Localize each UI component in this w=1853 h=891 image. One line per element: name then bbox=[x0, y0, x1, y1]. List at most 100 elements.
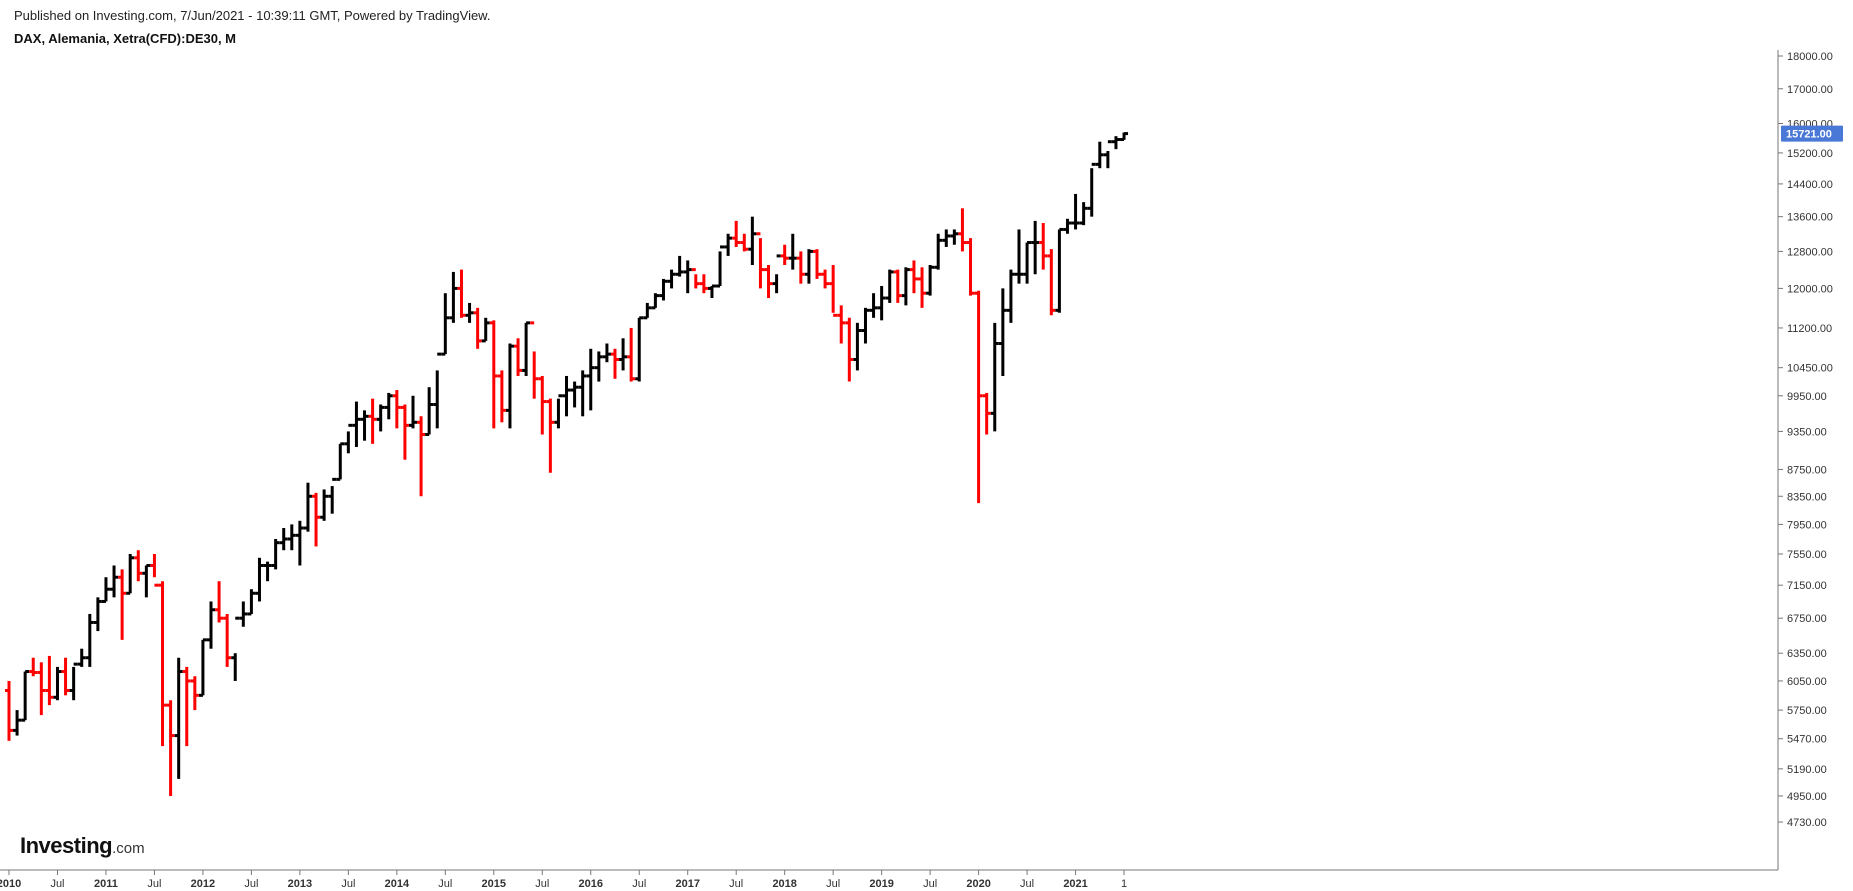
ohlc-bar bbox=[255, 557, 264, 602]
ohlc-bar bbox=[368, 398, 377, 444]
ohlc-bar bbox=[473, 307, 482, 349]
ohlc-bar bbox=[1063, 218, 1072, 234]
ohlc-bar bbox=[457, 269, 466, 318]
ohlc-bar bbox=[465, 302, 474, 323]
time-tick-label: 2018 bbox=[772, 878, 796, 890]
time-tick-label: Jul bbox=[244, 878, 258, 890]
time-tick-label: 2019 bbox=[869, 878, 893, 890]
time-tick-label: Jul bbox=[341, 878, 355, 890]
price-tick-label: 6050.00 bbox=[1787, 676, 1827, 688]
ohlc-bar bbox=[643, 302, 652, 320]
ohlc-bar bbox=[869, 293, 878, 318]
ohlc-bar bbox=[950, 229, 959, 245]
ohlc-bar bbox=[150, 553, 159, 587]
ohlc-bar bbox=[522, 321, 531, 376]
price-tick-label: 17000.00 bbox=[1787, 84, 1833, 96]
ohlc-bar bbox=[101, 577, 110, 603]
ohlc-bar bbox=[263, 561, 272, 582]
ohlc-bar bbox=[1120, 132, 1129, 141]
ohlc-bar bbox=[659, 278, 668, 301]
price-tick-label: 6350.00 bbox=[1787, 648, 1827, 660]
ohlc-bar bbox=[934, 233, 943, 270]
ohlc-bar bbox=[295, 520, 304, 566]
price-tick-label: 4730.00 bbox=[1787, 817, 1827, 829]
ohlc-bar bbox=[441, 293, 450, 356]
ohlc-bar bbox=[61, 657, 70, 696]
price-tick-label: 14400.00 bbox=[1787, 179, 1833, 191]
ohlc-bar bbox=[586, 348, 595, 411]
time-tick-label: 2020 bbox=[966, 878, 990, 890]
price-tick-label: 8750.00 bbox=[1787, 464, 1827, 476]
ohlc-bar bbox=[93, 597, 102, 632]
ohlc-bar bbox=[21, 670, 30, 722]
ohlc-bar bbox=[619, 338, 628, 371]
ohlc-bar bbox=[804, 249, 813, 284]
ohlc-bar bbox=[400, 404, 409, 460]
ohlc-bar bbox=[231, 616, 240, 681]
time-tick-label: Jul bbox=[1020, 878, 1034, 890]
time-tick-label: Jul bbox=[147, 878, 161, 890]
ohlc-bar bbox=[45, 655, 54, 706]
ohlc-bar bbox=[530, 321, 539, 399]
ohlc-bar bbox=[1079, 202, 1088, 226]
ohlc-bar bbox=[845, 317, 854, 382]
ohlc-bar bbox=[885, 269, 894, 303]
time-tick-label: Jul bbox=[632, 878, 646, 890]
published-caption: Published on Investing.com, 7/Jun/2021 -… bbox=[14, 8, 491, 23]
ohlc-bar bbox=[77, 648, 86, 667]
ohlc-bar bbox=[126, 553, 135, 595]
time-tick-label: Jul bbox=[923, 878, 937, 890]
ohlc-bar bbox=[651, 293, 660, 310]
ohlc-bar bbox=[417, 416, 426, 497]
ohlc-bar bbox=[392, 390, 401, 429]
time-tick-label: 2014 bbox=[385, 878, 410, 890]
ohlc-bar bbox=[142, 563, 151, 598]
price-tick-label: 9350.00 bbox=[1787, 426, 1827, 438]
ohlc-bar bbox=[37, 662, 46, 716]
time-axis: 2010 Jul 2011 Jul 2012 Jul 2013 Jul 2014 Jul 2015 J… bbox=[0, 869, 1778, 890]
ohlc-bar bbox=[110, 565, 119, 598]
ohlc-bar bbox=[1111, 136, 1120, 150]
ohlc-bar bbox=[554, 394, 563, 429]
ohlc-bar bbox=[207, 601, 215, 649]
ohlc-bar bbox=[158, 581, 167, 747]
ohlc-bar bbox=[796, 251, 805, 284]
ohlc-bar bbox=[85, 613, 94, 667]
ohlc-bar bbox=[691, 268, 700, 289]
ohlc-bar bbox=[215, 581, 224, 623]
ohlc-bar bbox=[489, 320, 498, 429]
ohlc-bar bbox=[821, 269, 830, 289]
ohlc-bar bbox=[449, 271, 458, 323]
last-price-badge bbox=[1781, 125, 1843, 142]
ohlc-bar bbox=[1039, 223, 1048, 270]
ohlc-bar bbox=[69, 662, 78, 701]
time-tick-label: Jul bbox=[50, 878, 64, 890]
ohlc-bar bbox=[182, 666, 191, 747]
ohlc-bar bbox=[788, 233, 797, 270]
price-tick-label: 16000.00 bbox=[1787, 119, 1833, 131]
ohlc-bar bbox=[198, 638, 207, 697]
ohlc-bar bbox=[312, 492, 321, 547]
ohlc-bar bbox=[780, 244, 789, 266]
ohlc-bar bbox=[287, 524, 296, 551]
instrument-title: DAX, Alemania, Xetra(CFD):DE30, M bbox=[14, 31, 237, 46]
ohlc-bar bbox=[683, 260, 692, 294]
ohlc-bar bbox=[1103, 140, 1112, 169]
ohlc-bar bbox=[909, 260, 918, 294]
ohlc-bar bbox=[748, 216, 757, 266]
ohlc-bar bbox=[942, 229, 951, 247]
time-tick-label: Jul bbox=[729, 878, 743, 890]
price-tick-label: 7150.00 bbox=[1787, 580, 1827, 592]
ohlc-bar bbox=[514, 338, 523, 376]
ohlc-bar bbox=[190, 676, 199, 711]
ohlc-bar bbox=[829, 265, 838, 317]
time-tick-label: 2012 bbox=[191, 878, 215, 890]
ohlc-bar bbox=[1055, 227, 1064, 313]
ohlc-bar bbox=[966, 238, 975, 296]
ohlc-bar bbox=[223, 613, 232, 667]
ohlc-bar bbox=[877, 286, 886, 321]
ohlc-bar bbox=[578, 370, 587, 417]
price-tick-label: 9950.00 bbox=[1787, 391, 1827, 403]
time-tick-label: 1 bbox=[1121, 878, 1127, 890]
